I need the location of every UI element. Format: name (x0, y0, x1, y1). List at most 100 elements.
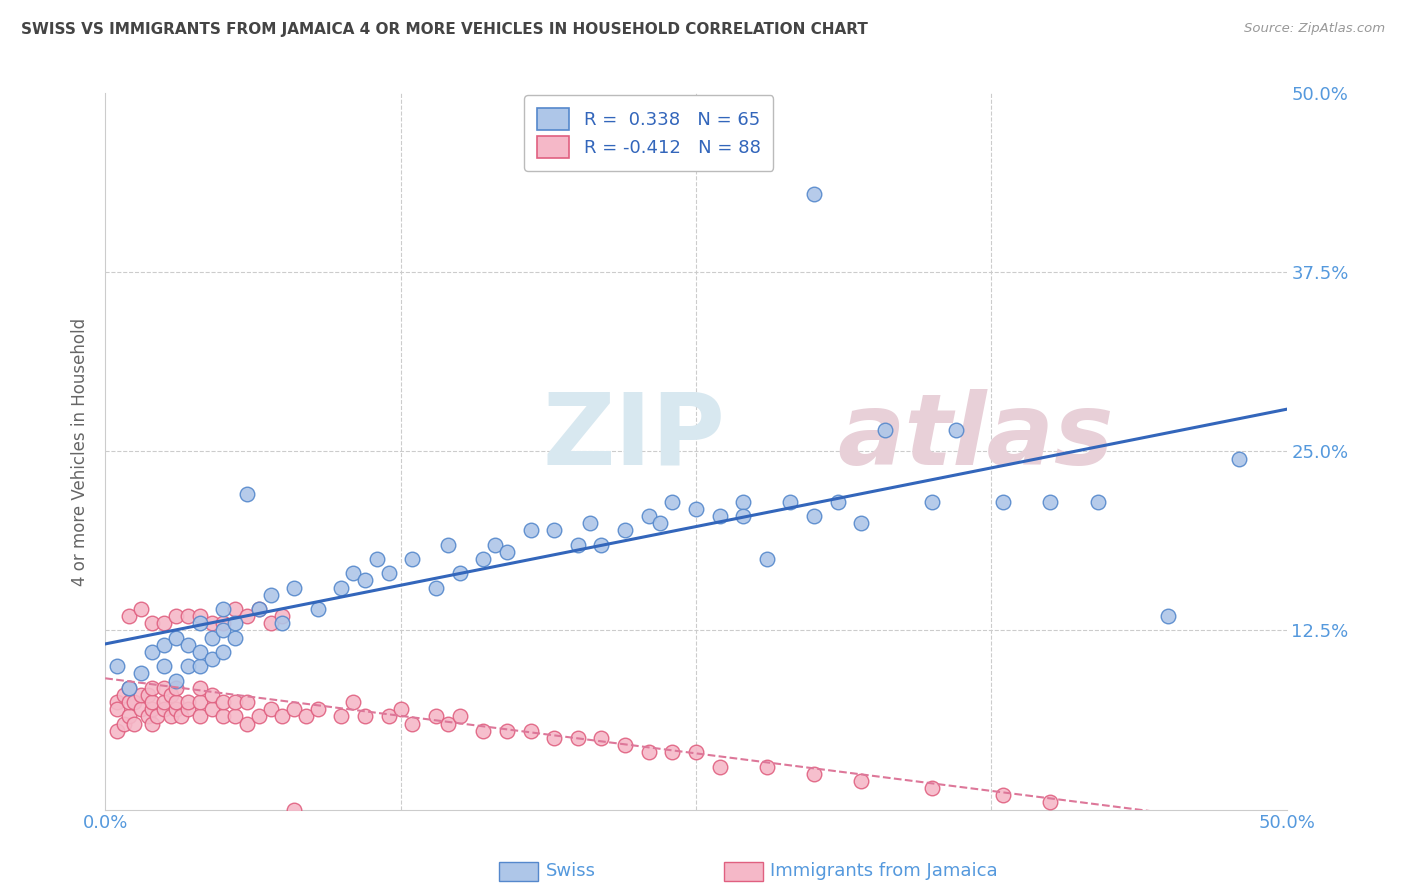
Point (247, 602, 270, 616)
Point (330, 581, 353, 595)
Point (105, 695, 128, 709)
Point (247, 709, 270, 723)
Point (212, 645, 235, 659)
Point (827, 494, 849, 508)
Point (307, 702, 329, 716)
Point (188, 659, 211, 673)
Point (188, 609, 211, 624)
Point (212, 695, 235, 709)
Point (141, 681, 163, 695)
Point (136, 688, 159, 702)
Point (236, 487, 259, 501)
Point (212, 616, 235, 631)
Point (212, 709, 235, 723)
Point (224, 695, 246, 709)
Text: ZIP: ZIP (543, 389, 725, 485)
Point (591, 731, 613, 745)
Point (543, 523, 565, 537)
Point (283, 581, 305, 595)
Point (685, 745, 707, 759)
Point (141, 695, 163, 709)
Point (118, 681, 141, 695)
Point (685, 501, 707, 516)
Point (165, 681, 187, 695)
Point (236, 609, 259, 624)
Point (188, 645, 211, 659)
Point (389, 702, 412, 716)
Point (212, 602, 235, 616)
Point (236, 695, 259, 709)
Point (578, 516, 600, 530)
Point (709, 508, 731, 523)
Point (141, 616, 163, 631)
Point (803, 508, 825, 523)
Point (354, 709, 377, 723)
Point (105, 723, 128, 738)
Point (165, 702, 187, 716)
Point (177, 638, 200, 652)
Point (661, 494, 683, 508)
Point (283, 702, 305, 716)
Point (129, 602, 152, 616)
Point (449, 566, 471, 581)
Point (1157, 609, 1180, 624)
Point (165, 673, 187, 688)
Point (851, 773, 873, 788)
Legend: R =  0.338   N = 65, R = -0.412   N = 88: R = 0.338 N = 65, R = -0.412 N = 88 (524, 95, 773, 171)
Point (271, 616, 294, 631)
Point (733, 508, 755, 523)
Point (177, 702, 200, 716)
Point (212, 624, 235, 638)
Point (141, 645, 163, 659)
Point (271, 709, 294, 723)
Point (165, 609, 187, 624)
Point (377, 709, 399, 723)
Point (436, 716, 458, 731)
Point (991, 788, 1014, 802)
Point (153, 638, 176, 652)
Point (224, 616, 246, 631)
Point (945, 423, 967, 437)
Point (1039, 494, 1062, 508)
Point (259, 702, 281, 716)
Point (377, 566, 399, 581)
Point (105, 659, 128, 673)
Point (543, 731, 565, 745)
Point (519, 523, 541, 537)
Point (165, 695, 187, 709)
Point (283, 803, 305, 817)
Point (637, 508, 659, 523)
Point (153, 702, 176, 716)
Point (342, 566, 364, 581)
Point (146, 709, 169, 723)
Point (129, 702, 152, 716)
Point (224, 631, 246, 645)
Point (170, 709, 193, 723)
Point (118, 681, 141, 695)
Point (921, 494, 943, 508)
Point (709, 759, 731, 773)
Point (188, 709, 211, 723)
Point (271, 609, 294, 624)
Point (122, 695, 145, 709)
Point (224, 709, 246, 723)
Point (1227, 451, 1250, 466)
Point (851, 516, 873, 530)
Point (141, 702, 163, 716)
Point (519, 723, 541, 738)
Point (236, 716, 259, 731)
Point (496, 545, 519, 559)
Point (330, 709, 353, 723)
Point (803, 186, 825, 201)
Point (779, 494, 801, 508)
Point (1087, 494, 1109, 508)
Text: Immigrants from Jamaica: Immigrants from Jamaica (770, 863, 998, 880)
Point (177, 609, 200, 624)
Point (247, 602, 270, 616)
Point (472, 723, 495, 738)
Point (129, 688, 152, 702)
Point (122, 716, 145, 731)
Text: Swiss: Swiss (546, 863, 596, 880)
Point (366, 552, 388, 566)
Point (259, 616, 281, 631)
